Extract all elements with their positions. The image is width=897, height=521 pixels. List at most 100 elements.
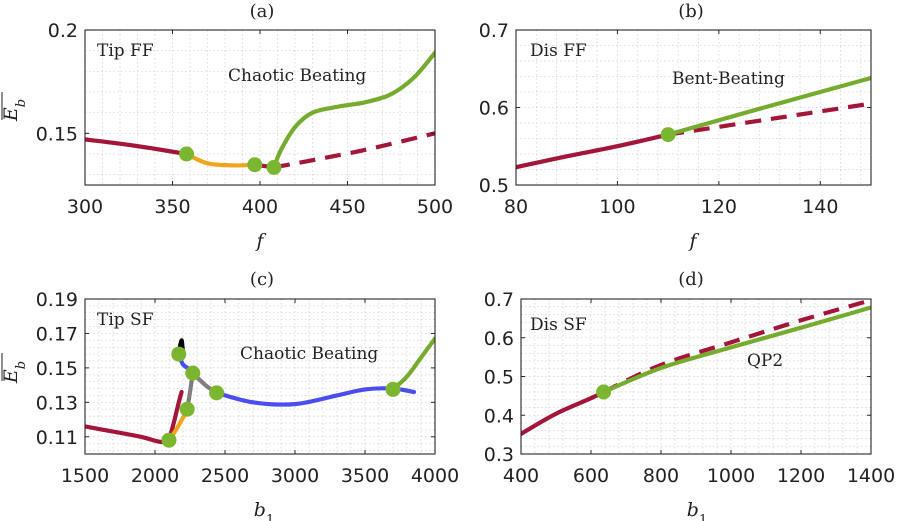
panel-b-xlabel: f (687, 230, 699, 252)
series-line-red (85, 137, 189, 157)
y-tick-label: 0.2 (48, 20, 78, 42)
panel-a-ylabel-text: Eb (0, 99, 29, 122)
series-line-red (166, 389, 184, 443)
y-tick-label: 0.13 (36, 392, 78, 414)
x-tick-label: 2000 (131, 465, 179, 487)
bifurcation-point (247, 157, 263, 173)
panel-d-xlabel: b1 (687, 499, 707, 521)
panel-c-xlabel: b1 (254, 499, 274, 521)
series-line-red (516, 132, 671, 170)
x-tick-label: 1400 (847, 465, 895, 487)
series-line-blue (214, 386, 417, 407)
panel-a-series (85, 50, 435, 170)
x-tick-label: 400 (242, 196, 278, 218)
panel-a-ylabel: Eb (0, 92, 29, 122)
panel-c-label: Tip SF (97, 310, 154, 330)
series-line-yellow (184, 151, 257, 168)
y-tick-label: 0.6 (484, 328, 514, 350)
x-tick-label: 2500 (201, 465, 249, 487)
bifurcation-point (660, 127, 676, 143)
panel-d-markers (596, 384, 612, 400)
panel-c-ylabel: Eb (0, 353, 29, 384)
panel-d-title: (d) (678, 269, 704, 290)
panel-b-yticks: 0.5 0.6 0.7 (479, 20, 871, 197)
panel-b-label: Dis FF (530, 41, 587, 61)
panel-c-ylabel-text: Eb (0, 361, 29, 384)
series-line-green (601, 305, 871, 395)
x-tick-label: 300 (67, 196, 103, 218)
bifurcation-point (185, 365, 201, 381)
y-tick-label: 0.6 (479, 98, 509, 120)
x-tick-label: 4000 (411, 465, 459, 487)
panel-a-annotation: Chaotic Beating (228, 66, 366, 86)
y-tick-label: 0.15 (36, 123, 78, 145)
bifurcation-point (385, 381, 401, 397)
panel-d-xticks: 400 600 800 1000 1200 1400 (503, 299, 895, 487)
y-tick-label: 0.7 (484, 289, 514, 311)
panel-b-title: (b) (678, 1, 704, 22)
y-tick-label: 0.17 (36, 323, 78, 345)
panel-d: (d) 400 600 800 1000 1200 1400 0.30.40.50.60.… (484, 269, 895, 521)
y-tick-label: 0.5 (479, 175, 509, 197)
x-tick-label: 80 (504, 196, 528, 218)
panel-c-frame (84, 298, 436, 455)
y-tick-label: 0.7 (479, 20, 509, 42)
panel-c-title: (c) (250, 269, 274, 290)
panel-a-markers (179, 146, 282, 175)
panel-b-xticks: 80 100 120 140 (504, 30, 838, 218)
y-tick-label: 0.11 (36, 427, 78, 449)
x-tick-label: 800 (643, 465, 679, 487)
series-line-green (666, 75, 871, 137)
x-tick-label: 3000 (271, 465, 319, 487)
panel-d-yticks: 0.3 0.4 0.5 0.6 0.7 (484, 289, 871, 466)
panel-b-annotation: Bent-Beating (672, 69, 785, 89)
series-line-green (390, 336, 435, 392)
series-line-red-dashed (602, 299, 871, 394)
panel-a-xticks: 300 350 400 450 500 (67, 30, 453, 218)
x-tick-label: 350 (154, 196, 190, 218)
bifurcation-point (171, 346, 187, 362)
panel-d-xlabel-text: b1 (687, 499, 707, 521)
panel-a-title: (a) (250, 1, 275, 22)
x-tick-label: 100 (599, 196, 635, 218)
panel-b-series (516, 75, 871, 170)
panel-b-markers (660, 127, 676, 143)
panel-c-xticks: 1500 2000 2500 3000 3500 4000 (61, 299, 459, 487)
y-tick-label: 0.5 (484, 367, 514, 389)
bifurcation-point (596, 384, 612, 400)
bifurcation-point (209, 385, 225, 401)
y-tick-label: 0.4 (484, 405, 514, 427)
bifurcation-point (179, 401, 195, 417)
x-tick-label: 500 (417, 196, 453, 218)
x-tick-label: 1200 (777, 465, 825, 487)
x-tick-label: 1000 (707, 465, 755, 487)
x-tick-label: 140 (802, 196, 838, 218)
y-tick-label: 0.19 (36, 289, 78, 311)
series-line-red-dashed (273, 131, 435, 170)
x-tick-label: 400 (503, 465, 539, 487)
series-line-green (271, 50, 435, 170)
panel-d-annotation: QP2 (747, 351, 783, 371)
panel-d-grid (520, 298, 872, 455)
bifurcation-point (266, 159, 282, 175)
panel-a: (a) 300 350 400 450 500 0.15 0.2 Tip FF Chaot… (0, 1, 453, 252)
x-tick-label: 450 (329, 196, 365, 218)
panel-a-label: Tip FF (97, 41, 154, 61)
bifurcation-point (179, 146, 194, 162)
panel-c-yticks: 0.11 0.13 0.15 0.17 0.19 (36, 289, 435, 449)
x-tick-label: 120 (701, 196, 737, 218)
x-tick-label: 3500 (341, 465, 389, 487)
x-tick-label: 600 (573, 465, 609, 487)
panel-a-xlabel: f (254, 230, 266, 252)
panel-c-annotation: Chaotic Beating (240, 344, 378, 364)
panel-b: (b) 80 100 120 140 0.5 0.6 0.7 Dis FF Bent-Be… (479, 1, 872, 252)
panel-c: (c) 1500 2000 2500 3000 3500 4000 0.110.130.1… (0, 269, 459, 521)
panel-c-markers (161, 346, 401, 448)
x-tick-label: 1500 (61, 465, 109, 487)
y-tick-label: 0.3 (484, 444, 514, 466)
panel-a-yticks: 0.15 0.2 (36, 20, 435, 145)
panel-d-label: Dis SF (530, 315, 587, 335)
y-tick-label: 0.15 (36, 358, 78, 380)
panel-c-xlabel-text: b1 (254, 499, 274, 521)
